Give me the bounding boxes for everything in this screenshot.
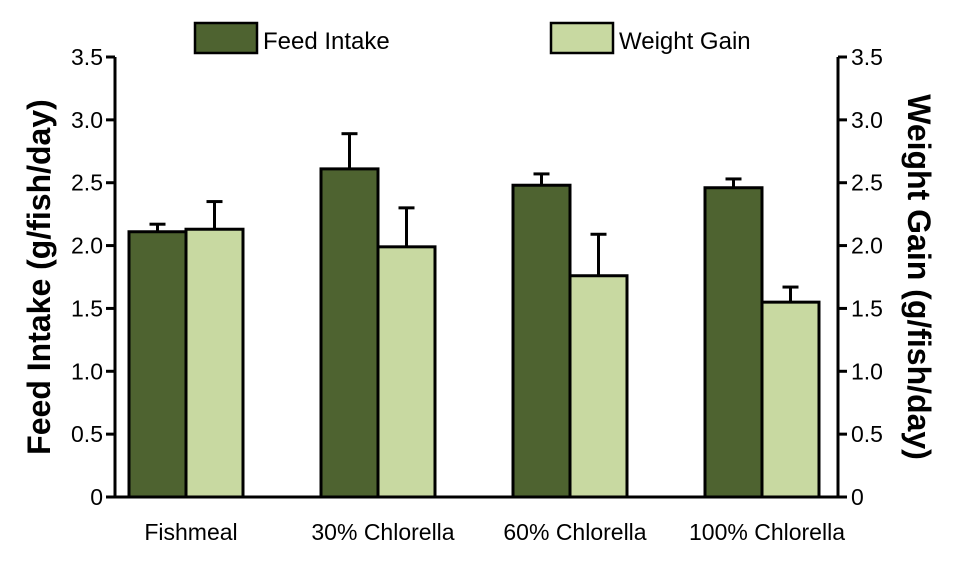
- y2-tick-label: 2.0: [851, 233, 883, 259]
- legend-swatch-weight-gain: [549, 21, 615, 55]
- legend-swatch-feed-intake: [193, 21, 259, 55]
- x-tick-label: 30% Chlorella: [311, 519, 454, 545]
- y-tick-label: 0: [90, 484, 103, 510]
- y-tick-label: 2.0: [71, 233, 103, 259]
- legend-label-feed-intake: Feed Intake: [263, 28, 390, 55]
- bar-weight-gain: [568, 274, 629, 499]
- y-axis-label: Feed Intake (g/fish/day): [21, 99, 57, 455]
- y2-tick-label: 1.0: [851, 358, 883, 384]
- y-tick-label: 3.0: [71, 107, 103, 133]
- y2-tick-label: 1.5: [851, 295, 883, 321]
- y-tick-label: 3.5: [71, 44, 103, 70]
- y-tick-label: 2.5: [71, 170, 103, 196]
- x-tick-label: Fishmeal: [144, 519, 237, 545]
- y2-tick-label: 0: [851, 484, 864, 510]
- legend: Feed Intake Weight Gain: [193, 21, 751, 55]
- y2-tick-label: 0.5: [851, 421, 883, 447]
- y2-axis-label: Weight Gain (g/fish/day): [901, 94, 937, 460]
- y2-tick-label: 3.0: [851, 107, 883, 133]
- x-tick-label: 60% Chlorella: [503, 519, 646, 545]
- bar-weight-gain: [760, 300, 821, 499]
- bar-feed-intake: [319, 167, 380, 499]
- bar-feed-intake: [703, 186, 764, 499]
- y2-tick-label: 2.5: [851, 170, 883, 196]
- bar-feed-intake: [127, 230, 188, 499]
- legend-label-weight-gain: Weight Gain: [619, 28, 751, 55]
- y2-tick-label: 3.5: [851, 44, 883, 70]
- bar-weight-gain: [376, 245, 437, 499]
- bar-weight-gain: [184, 227, 245, 499]
- x-tick-label: 100% Chlorella: [689, 519, 845, 545]
- y-tick-label: 0.5: [71, 421, 103, 447]
- bar-feed-intake: [511, 183, 572, 499]
- y-tick-label: 1.0: [71, 358, 103, 384]
- y-tick-label: 1.5: [71, 295, 103, 321]
